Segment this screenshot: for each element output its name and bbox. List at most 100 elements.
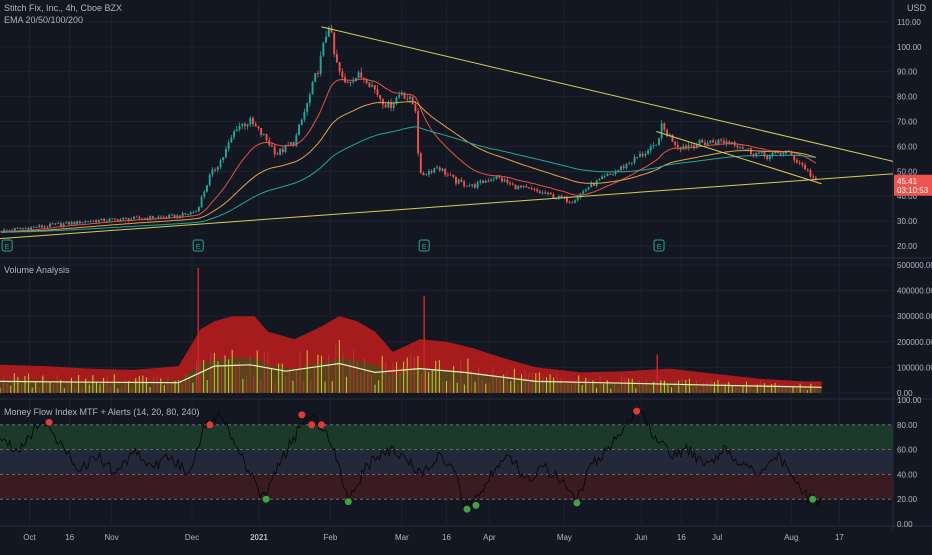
x-tick-label: May xyxy=(557,533,572,542)
currency-label: USD xyxy=(906,3,926,13)
last-price-tag xyxy=(894,174,932,196)
candle-body xyxy=(649,146,652,151)
candle-body xyxy=(747,148,750,150)
x-tick-label: Mar xyxy=(395,533,409,542)
candle-body xyxy=(13,228,16,231)
candle-body xyxy=(768,155,771,160)
candle-body xyxy=(292,142,295,146)
mfi-legend[interactable]: Money Flow Index MTF + Alerts (14, 20, 8… xyxy=(4,407,200,417)
trendline xyxy=(0,173,894,240)
mfi-tick-label: 60.00 xyxy=(897,446,918,455)
candle-body xyxy=(720,139,723,141)
candle-body xyxy=(574,200,576,203)
earnings-marker xyxy=(418,239,430,252)
candle-body xyxy=(27,228,30,230)
candle-body xyxy=(5,229,8,231)
candle-body xyxy=(801,163,804,166)
candle-body xyxy=(330,27,333,33)
candle-body xyxy=(78,220,81,224)
candle-body xyxy=(427,171,430,175)
candle-body xyxy=(214,169,217,171)
candle-body xyxy=(422,172,425,176)
candle-body xyxy=(122,218,125,220)
symbol-legend[interactable]: Stitch Fix, Inc., 4h, Cboe BZX xyxy=(4,3,123,13)
countdown-label: 03:10:53 xyxy=(897,186,929,195)
candle-body xyxy=(625,163,628,169)
candle-body xyxy=(752,154,755,156)
trendline xyxy=(656,131,822,185)
candle-body xyxy=(709,140,712,143)
candle-body xyxy=(86,221,89,223)
candle-body xyxy=(641,153,644,156)
mfi-middle-zone xyxy=(0,449,893,475)
candle-body xyxy=(51,223,54,225)
candle-body xyxy=(35,226,38,228)
ema-legend[interactable]: EMA 20/50/100/200 xyxy=(4,15,84,25)
candle-body xyxy=(298,124,300,136)
candle-body xyxy=(779,152,782,155)
candle-body xyxy=(601,176,604,180)
candle-body xyxy=(695,144,698,149)
candle-body xyxy=(406,98,409,100)
candle-body xyxy=(92,220,95,222)
candle-body xyxy=(744,148,747,150)
candle-body xyxy=(157,216,160,219)
candle-body xyxy=(714,142,717,145)
candle-body xyxy=(368,82,371,87)
candle-body xyxy=(487,180,490,182)
volume-legend[interactable]: Volume Analysis xyxy=(4,265,70,275)
candle-body xyxy=(111,218,114,220)
candle-body xyxy=(565,197,568,202)
candle-body xyxy=(376,89,379,96)
candle-body xyxy=(614,171,617,174)
candle-body xyxy=(352,81,355,83)
candle-body xyxy=(243,123,246,127)
candle-body xyxy=(590,182,593,188)
x-tick-label: Aug xyxy=(784,533,798,542)
candle-body xyxy=(95,220,98,223)
candle-body xyxy=(731,141,733,143)
candle-body xyxy=(736,145,739,148)
candle-body xyxy=(384,104,387,108)
candle-body xyxy=(154,218,157,219)
candle-body xyxy=(24,228,27,229)
candle-body xyxy=(606,174,609,176)
candle-body xyxy=(0,231,3,233)
candle-body xyxy=(160,216,162,218)
candle-body xyxy=(395,97,398,104)
candle-body xyxy=(549,192,552,195)
candle-body xyxy=(216,167,219,170)
candle-body xyxy=(260,128,263,136)
candle-body xyxy=(809,169,812,177)
candle-body xyxy=(11,230,14,232)
candle-body xyxy=(476,182,479,188)
candle-body xyxy=(68,221,70,225)
earnings-marker xyxy=(653,239,665,252)
candle-body xyxy=(335,54,338,63)
candle-body xyxy=(303,112,306,120)
candle-body xyxy=(308,94,311,104)
volume-tick-label: 200000.00 xyxy=(897,338,932,347)
candle-body xyxy=(812,176,815,178)
candle-body xyxy=(814,177,817,179)
candle-body xyxy=(289,142,292,145)
candle-body xyxy=(249,118,252,125)
mfi-alert-low xyxy=(573,499,581,507)
candle-body xyxy=(503,179,506,182)
candle-body xyxy=(300,119,303,125)
candle-body xyxy=(465,185,468,187)
candle-body xyxy=(685,145,687,148)
candle-body xyxy=(492,178,495,180)
candle-body xyxy=(671,134,674,142)
candle-body xyxy=(777,151,779,153)
earnings-marker-label: E xyxy=(657,244,662,251)
candle-body xyxy=(436,167,438,169)
earnings-marker-label: E xyxy=(196,244,201,251)
candle-body xyxy=(135,216,138,218)
candle-body xyxy=(636,156,639,158)
candle-body xyxy=(617,169,620,172)
candle-body xyxy=(76,220,79,225)
candle-body xyxy=(252,118,254,124)
